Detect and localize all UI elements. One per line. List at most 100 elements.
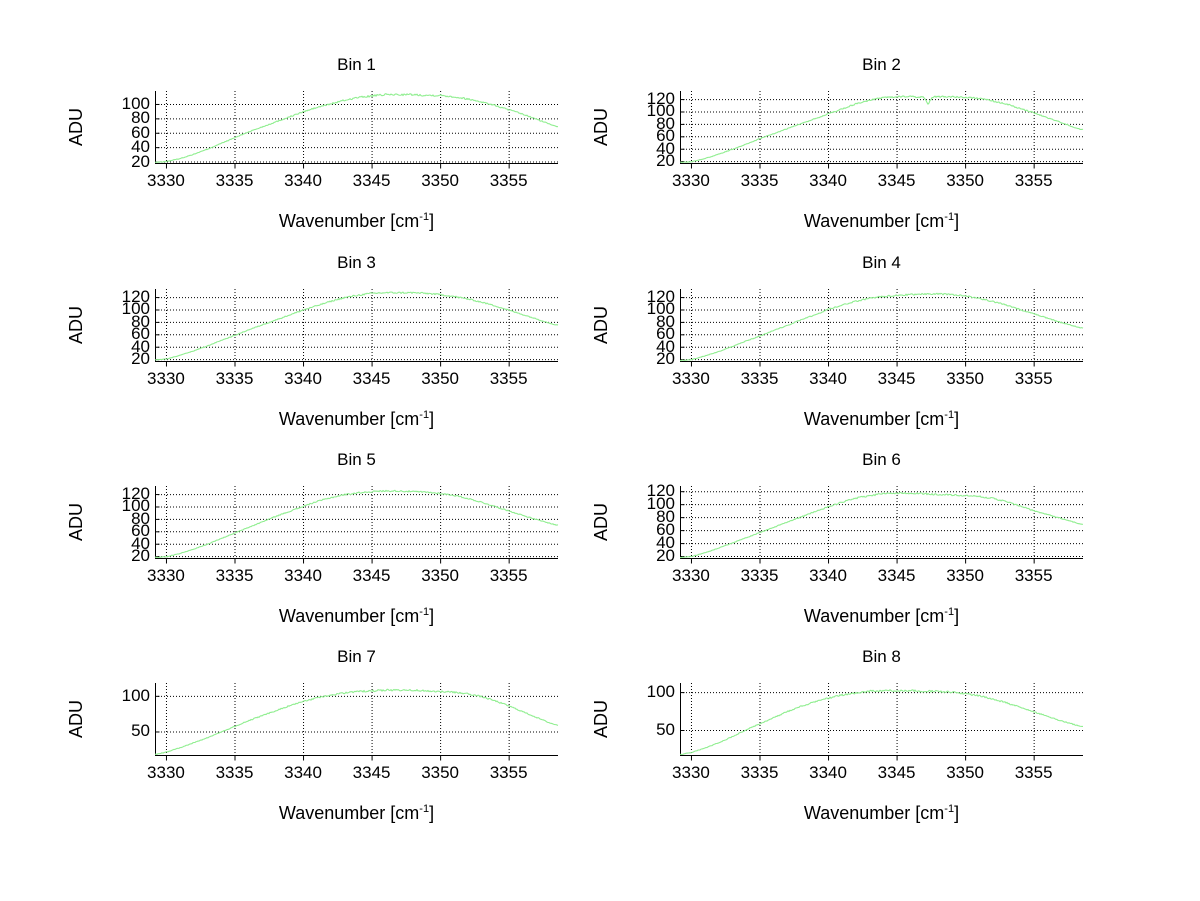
x-tick-label: 3335 — [215, 763, 254, 782]
y-tick-label: 100 — [121, 93, 150, 113]
y-axis-label: ADU — [591, 700, 611, 739]
y-tick-label: 20 — [131, 349, 150, 369]
plot-area — [155, 91, 559, 169]
y-axis-label: ADU — [66, 108, 86, 147]
y-tick-label: 60 — [131, 521, 150, 541]
x-tick-label: 3350 — [421, 763, 460, 782]
x-axis-label: Wavenumber [cm-1] — [680, 606, 1083, 627]
panel-bin-3: Bin 3 ADU 20 40 60 80 100 120 3330 3335 3340 3345 33… — [66, 253, 559, 429]
x-axis-label-tail: ] — [429, 211, 435, 231]
x-tick-label: 3345 — [352, 566, 391, 585]
x-tick-label: 3340 — [809, 566, 847, 585]
x-tick-label: 3330 — [672, 763, 710, 782]
x-axis-label-exponent: -1 — [944, 803, 955, 815]
plot-area — [680, 486, 1084, 564]
y-tick-label: 80 — [131, 508, 150, 528]
panel-bin-6: Bin 6 ADU 20 40 60 80 100 120 3330 3335 3340 3345 33… — [591, 450, 1084, 626]
panel-title: Bin 1 — [337, 55, 376, 74]
x-axis-label-tail: ] — [954, 409, 960, 429]
y-tick-labels: 20 40 60 80 100 120 — [95, 287, 150, 367]
y-tick-label: 20 — [656, 151, 675, 171]
y-tick-label: 100 — [646, 299, 675, 319]
y-tick-label: 60 — [656, 126, 675, 146]
plot-area — [155, 486, 559, 564]
data-series-line — [155, 688, 559, 755]
panel-bin-4: Bin 4 ADU 20 40 60 80 100 120 3330 3335 3340 3345 33… — [591, 253, 1084, 429]
y-tick-label: 120 — [121, 287, 150, 307]
y-tick-label: 80 — [131, 108, 150, 128]
x-axis-label-exponent: -1 — [944, 606, 955, 618]
x-axis-label-tail: ] — [429, 606, 435, 626]
y-axis-label: ADU — [591, 503, 611, 542]
y-tick-label: 100 — [646, 682, 675, 702]
x-tick-label: 3355 — [1014, 566, 1053, 585]
x-tick-label: 3355 — [1014, 763, 1053, 782]
x-axis-label-exponent: -1 — [944, 409, 955, 421]
y-tick-label: 100 — [646, 494, 675, 514]
data-series-line — [155, 489, 559, 558]
x-axis-label-text: Wavenumber [cm — [803, 803, 945, 823]
x-tick-label: 3340 — [284, 763, 322, 782]
y-tick-labels: 50 100 — [95, 683, 150, 755]
x-axis-label: Wavenumber [cm-1] — [155, 211, 558, 232]
y-tick-label: 60 — [131, 324, 150, 344]
x-tick-label: 3330 — [672, 566, 710, 585]
y-tick-label: 50 — [656, 719, 675, 739]
x-tick-label: 3330 — [147, 763, 185, 782]
x-tick-label: 3345 — [877, 763, 916, 782]
x-tick-label: 3350 — [946, 369, 985, 388]
y-axis-label: ADU — [591, 306, 611, 345]
panel-title: Bin 5 — [337, 450, 376, 469]
y-tick-label: 120 — [646, 481, 675, 501]
data-series-line — [680, 491, 1084, 559]
x-axis-label: Wavenumber [cm-1] — [680, 409, 1083, 430]
plot-area — [680, 91, 1084, 169]
x-tick-label: 3355 — [489, 369, 528, 388]
x-tick-label: 3335 — [215, 369, 254, 388]
x-tick-label: 3335 — [740, 171, 779, 190]
y-tick-label: 100 — [121, 496, 150, 516]
plot-area — [155, 289, 559, 367]
plot-area — [680, 683, 1084, 761]
panel-title: Bin 4 — [862, 253, 901, 272]
y-tick-label: 50 — [131, 721, 150, 741]
y-tick-label: 80 — [656, 311, 675, 331]
y-tick-label: 40 — [656, 138, 675, 158]
x-tick-label: 3355 — [1014, 171, 1053, 190]
data-series-line — [155, 291, 559, 361]
x-axis-label-tail: ] — [429, 409, 435, 429]
y-tick-labels: 20 40 60 80 100 120 — [620, 90, 675, 169]
x-axis-label: Wavenumber [cm-1] — [155, 409, 558, 430]
panel-title: Bin 7 — [337, 647, 376, 666]
y-tick-label: 40 — [656, 533, 675, 553]
x-axis-label-tail: ] — [429, 803, 435, 823]
x-tick-label: 3330 — [672, 369, 710, 388]
y-tick-label: 80 — [656, 113, 675, 133]
panel-bin-7: Bin 7 ADU 50 100 3330 3335 3340 3345 3350 3355 Wav… — [66, 647, 559, 823]
x-tick-label: 3345 — [877, 171, 916, 190]
x-axis-label-tail: ] — [954, 211, 960, 231]
x-axis-label-tail: ] — [954, 803, 960, 823]
x-tick-label: 3355 — [489, 171, 528, 190]
x-axis-label-text: Wavenumber [cm — [278, 803, 420, 823]
y-tick-label: 120 — [121, 484, 150, 504]
y-tick-label: 20 — [656, 546, 675, 566]
x-tick-label: 3330 — [672, 171, 710, 190]
x-tick-label: 3335 — [215, 171, 254, 190]
x-tick-label: 3335 — [740, 763, 779, 782]
x-axis-label-exponent: -1 — [419, 409, 430, 421]
x-axis-label-text: Wavenumber [cm — [278, 211, 420, 231]
x-tick-label: 3335 — [740, 369, 779, 388]
y-tick-label: 100 — [646, 101, 675, 121]
plot-area — [155, 683, 559, 761]
y-tick-labels: 20 40 60 80 100 120 — [95, 484, 150, 564]
x-tick-label: 3350 — [421, 369, 460, 388]
panel-title: Bin 3 — [337, 253, 376, 272]
data-series-line — [680, 689, 1084, 756]
x-axis-label: Wavenumber [cm-1] — [155, 606, 558, 627]
y-tick-label: 20 — [131, 151, 150, 171]
x-tick-label: 3335 — [740, 566, 779, 585]
y-tick-label: 60 — [656, 324, 675, 344]
x-tick-label: 3350 — [946, 566, 985, 585]
